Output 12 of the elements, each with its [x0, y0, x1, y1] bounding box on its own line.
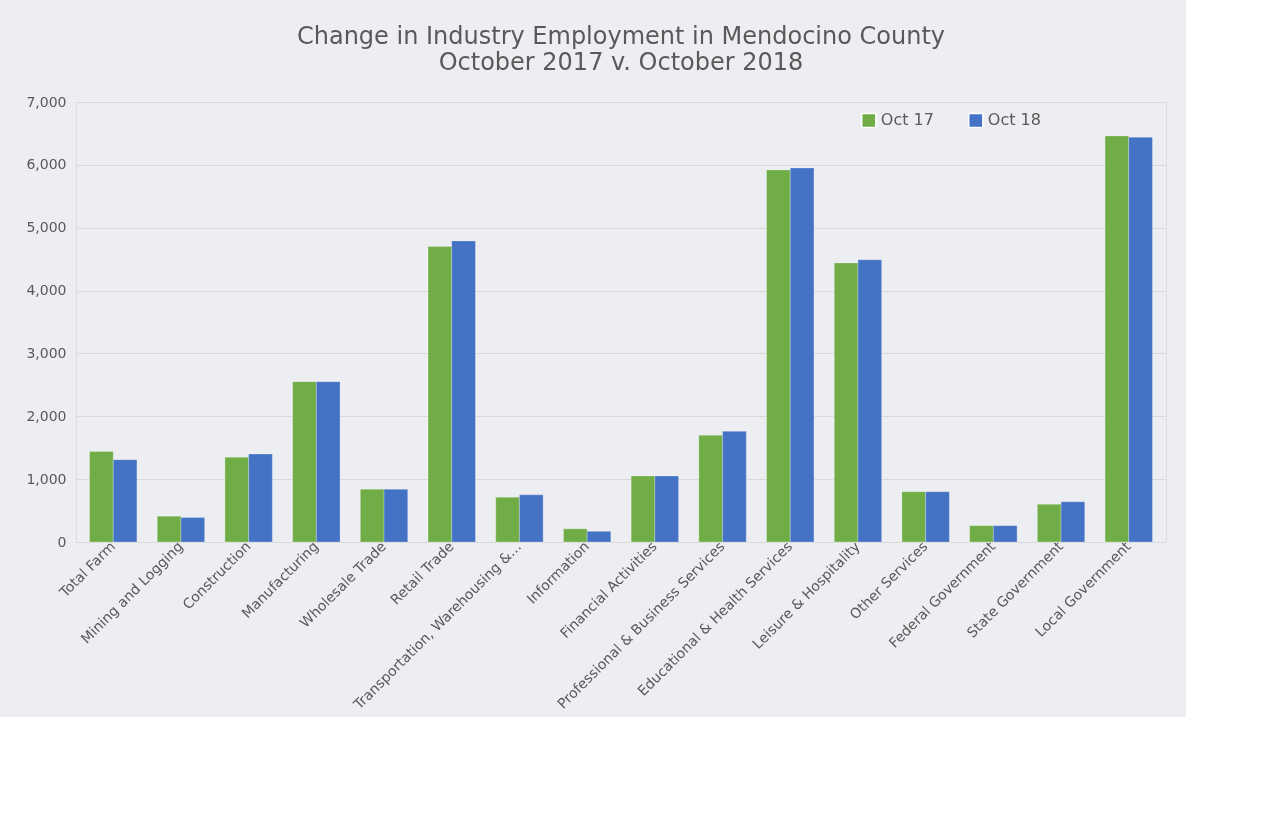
y-tick-label: 3,000 — [26, 344, 67, 361]
legend-label: Oct 17 — [880, 110, 934, 130]
y-tick-label: 5,000 — [26, 219, 67, 236]
y-tick-label: 4,000 — [26, 282, 67, 299]
y-tick-label: 7,000 — [26, 93, 67, 110]
y-tick-label: 6,000 — [26, 156, 67, 173]
text: October 2017 v. October 2018 — [438, 48, 804, 76]
text: Change in Industry Employment in Mendocino County — [296, 22, 946, 50]
y-tick-label: 0 — [57, 533, 67, 550]
y-tick-label: 1,000 — [26, 470, 67, 487]
legend-label: Oct 18 — [987, 110, 1041, 130]
y-tick-label: 2,000 — [26, 407, 67, 424]
